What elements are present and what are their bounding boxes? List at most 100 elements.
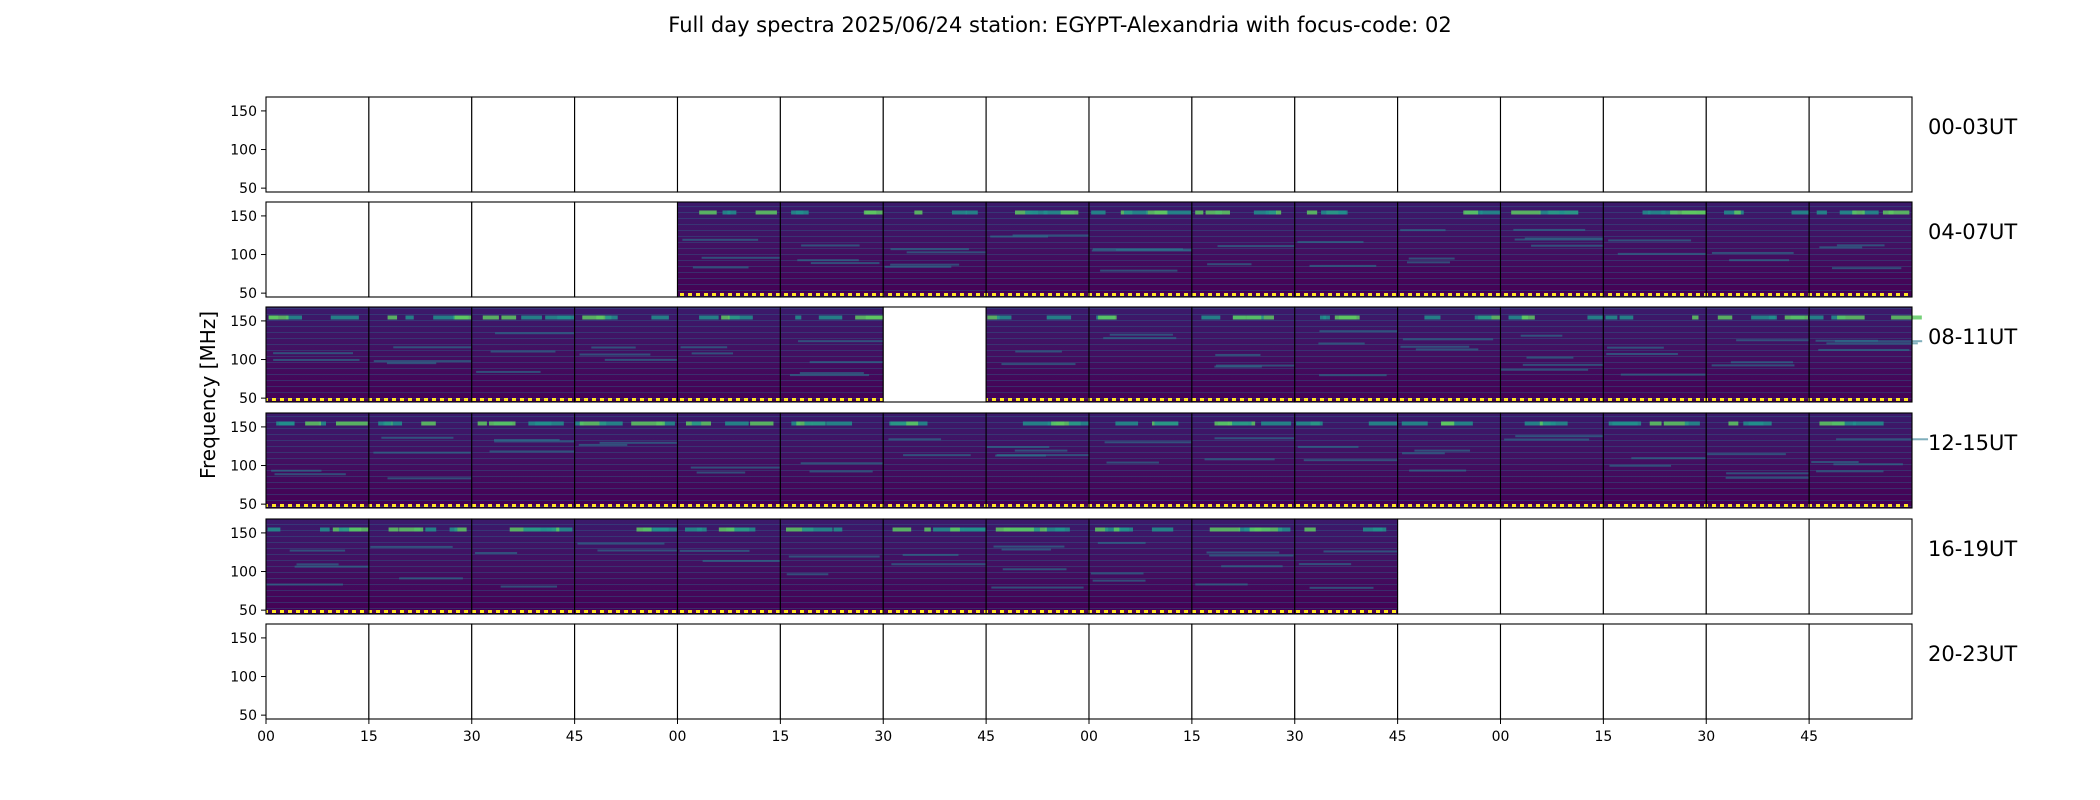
- emission-streak: [1609, 464, 1672, 467]
- emission-band: [425, 527, 437, 532]
- emission-streak: [890, 263, 960, 266]
- baseline-marker: [368, 504, 472, 507]
- baseline-marker: [1809, 398, 1912, 401]
- y-tick-label: 100: [230, 143, 257, 159]
- spectrum-panel: [1705, 201, 1811, 298]
- emission-streak: [1531, 244, 1612, 247]
- spectrum-texture: [780, 413, 884, 508]
- empty-panel-fill: [883, 624, 987, 719]
- emission-streak: [294, 565, 377, 568]
- emission-band: [1022, 421, 1050, 426]
- emission-streak: [1836, 244, 1885, 247]
- emission-streak: [296, 563, 339, 566]
- emission-band: [959, 527, 989, 532]
- spectrum-texture: [368, 307, 472, 402]
- spectrum-texture: [1603, 413, 1707, 508]
- panel-frame: [1808, 412, 1913, 509]
- x-tick-label: 15: [771, 729, 789, 745]
- empty-panel-fill: [574, 624, 678, 719]
- spectrum-panel: [1088, 412, 1196, 509]
- y-tick-label: 50: [239, 708, 257, 724]
- x-tick-label: 45: [566, 729, 584, 745]
- emission-band: [1587, 315, 1610, 320]
- emission-band: [545, 315, 571, 320]
- emission-band: [399, 527, 424, 532]
- empty-panel: [1499, 623, 1604, 720]
- emission-band: [1119, 527, 1129, 532]
- empty-panel: [1602, 518, 1707, 615]
- emission-streak: [1297, 241, 1364, 244]
- baseline-marker: [1500, 398, 1604, 401]
- emission-streak: [1214, 365, 1262, 368]
- emission-band: [1816, 210, 1827, 215]
- emission-band: [865, 210, 877, 215]
- emission-streak: [1730, 361, 1794, 364]
- emission-band: [691, 421, 702, 426]
- emission-streak: [1729, 259, 1790, 262]
- emission-band: [1605, 315, 1618, 320]
- empty-panel-fill: [1500, 624, 1604, 719]
- emission-band: [1480, 210, 1505, 215]
- emission-band: [965, 210, 978, 215]
- empty-panel: [1294, 96, 1399, 193]
- x-tick-label: 00: [257, 729, 275, 745]
- emission-band: [1511, 210, 1541, 215]
- empty-panel-fill: [780, 97, 884, 192]
- spectrum-texture: [677, 307, 781, 402]
- baseline-marker: [1294, 293, 1398, 296]
- spectrum-panel: [1499, 201, 1623, 298]
- emission-band: [1362, 527, 1387, 532]
- spectrum-texture: [1089, 519, 1192, 614]
- emission-streak: [1297, 445, 1359, 448]
- empty-panel-fill: [1706, 624, 1810, 719]
- emission-band: [662, 421, 675, 426]
- spectrum-texture: [1294, 307, 1398, 402]
- emission-band: [388, 527, 399, 532]
- emission-streak: [266, 583, 343, 586]
- emission-streak: [274, 473, 346, 476]
- emission-band: [1113, 527, 1121, 532]
- emission-streak: [1106, 461, 1159, 464]
- spectrum-panel: [779, 518, 884, 615]
- emission-streak: [903, 454, 971, 457]
- emission-band: [722, 210, 731, 215]
- empty-panel: [1808, 96, 1913, 193]
- spectrum-panel: [985, 412, 1092, 509]
- emission-streak: [692, 266, 749, 269]
- spectrum-panel: [779, 201, 896, 298]
- empty-panel: [1499, 518, 1604, 615]
- emission-streak: [1414, 449, 1471, 452]
- spectra-row: 50 100 150 00-03UT: [230, 96, 2017, 197]
- emission-band: [330, 315, 359, 320]
- spectrum-texture: [1397, 307, 1501, 402]
- emission-streak: [387, 477, 481, 480]
- emission-streak: [289, 549, 346, 552]
- spectrum-texture: [677, 519, 781, 614]
- emission-band: [1261, 315, 1274, 320]
- empty-panel-fill: [471, 624, 575, 719]
- emission-band: [818, 315, 843, 320]
- x-tick-label: 15: [360, 729, 378, 745]
- baseline-marker: [986, 504, 1089, 507]
- spectrum-panel: [1294, 306, 1418, 403]
- y-tick-label: 100: [230, 248, 257, 264]
- spectrum-panel: [985, 201, 1114, 298]
- baseline-marker: [1294, 398, 1398, 401]
- emission-band: [1888, 210, 1910, 215]
- baseline-marker: [883, 293, 987, 296]
- emission-band: [1441, 421, 1454, 426]
- empty-panel-fill: [1603, 97, 1707, 192]
- empty-panel-fill: [986, 97, 1089, 192]
- emission-band: [1819, 421, 1845, 426]
- emission-streak: [1090, 572, 1144, 575]
- y-tick-label: 50: [239, 603, 257, 619]
- y-tick-label: 150: [230, 314, 257, 330]
- baseline-marker: [1603, 398, 1707, 401]
- emission-band: [1043, 210, 1075, 215]
- emission-band: [521, 315, 542, 320]
- spectrum-panel: [1705, 306, 1833, 403]
- emission-band: [1277, 527, 1291, 532]
- empty-panel: [779, 96, 884, 193]
- spectrum-panel: [882, 412, 987, 509]
- emission-band: [421, 421, 436, 426]
